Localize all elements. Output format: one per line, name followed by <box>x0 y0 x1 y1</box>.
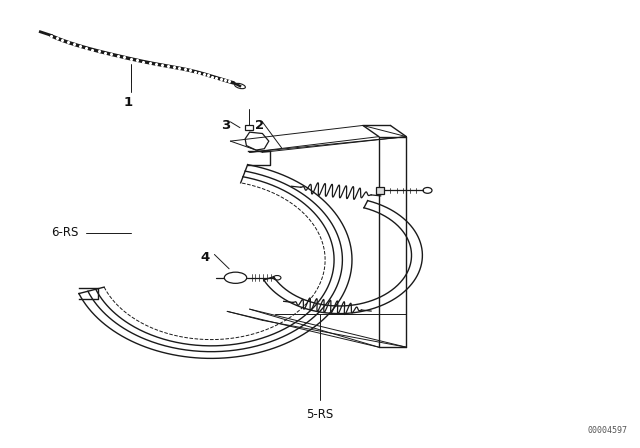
Text: 1: 1 <box>124 96 132 109</box>
Text: 5-RS: 5-RS <box>307 408 333 421</box>
Text: 2: 2 <box>255 119 264 132</box>
Text: 4: 4 <box>200 251 209 264</box>
FancyBboxPatch shape <box>376 187 384 194</box>
Text: 3: 3 <box>221 119 230 132</box>
Text: 00004597: 00004597 <box>588 426 627 435</box>
Text: 6-RS: 6-RS <box>51 226 79 240</box>
